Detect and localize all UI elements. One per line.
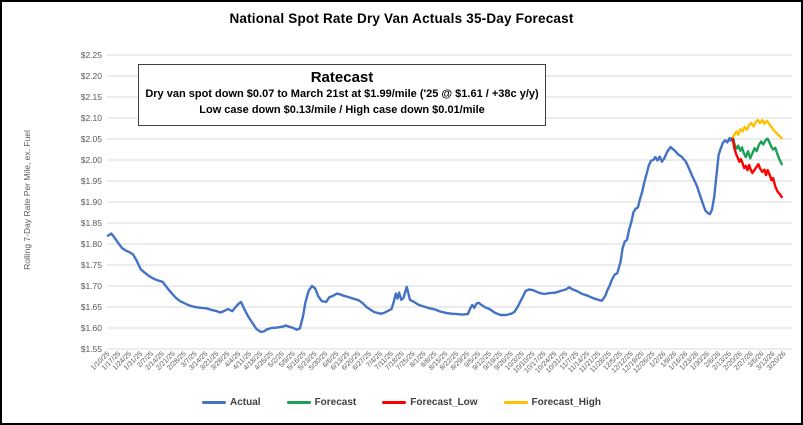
- legend-swatch-actual: [202, 400, 227, 405]
- legend: Actual Forecast Forecast_Low Forecast_High: [2, 397, 801, 408]
- legend-label: Actual: [230, 397, 261, 408]
- y-tick-label: $1.95: [81, 176, 103, 186]
- y-tick-label: $1.90: [81, 197, 103, 207]
- legend-swatch-forecast: [286, 400, 311, 405]
- series-line-forecast: [731, 135, 783, 166]
- legend-item-actual: Actual: [202, 397, 261, 408]
- legend-label: Forecast: [314, 397, 357, 408]
- y-tick-label: $1.85: [81, 218, 103, 228]
- legend-label: Forecast_Low: [410, 397, 478, 408]
- annotation-line-2: Low case down $0.13/mile / High case dow…: [199, 103, 485, 116]
- y-tick-label: $1.55: [81, 344, 103, 354]
- legend-swatch-forecast_low: [382, 400, 407, 405]
- y-tick-label: $1.75: [81, 260, 103, 270]
- y-tick-label: $1.65: [81, 302, 103, 312]
- y-tick-label: $2.25: [81, 50, 103, 60]
- annotation-line-1: Dry van spot down $0.07 to March 21st at…: [145, 88, 539, 100]
- series-line-forecast_high: [731, 118, 783, 140]
- y-tick-label: $2.05: [81, 134, 103, 144]
- y-tick-label: $1.60: [81, 323, 103, 333]
- annotation-box: Ratecast Dry van spot down $0.07 to Marc…: [138, 64, 546, 126]
- y-tick-label: $2.10: [81, 113, 103, 123]
- legend-item-forecast_low: Forecast_Low: [382, 397, 478, 408]
- legend-item-forecast_high: Forecast_High: [503, 397, 601, 408]
- annotation-title: Ratecast: [310, 69, 374, 86]
- y-tick-label: $2.20: [81, 71, 103, 81]
- y-tick-label: $1.80: [81, 239, 103, 249]
- y-tick-label: $2.15: [81, 92, 103, 102]
- chart-title: National Spot Rate Dry Van Actuals 35-Da…: [229, 11, 574, 26]
- series-line-actual: [106, 135, 734, 333]
- legend-label: Forecast_High: [531, 397, 601, 408]
- y-tick-label: $1.70: [81, 281, 103, 291]
- legend-swatch-forecast_high: [503, 400, 528, 405]
- series-line-forecast_low: [731, 137, 783, 199]
- legend-item-forecast: Forecast: [286, 397, 357, 408]
- y-tick-label: $2.00: [81, 155, 103, 165]
